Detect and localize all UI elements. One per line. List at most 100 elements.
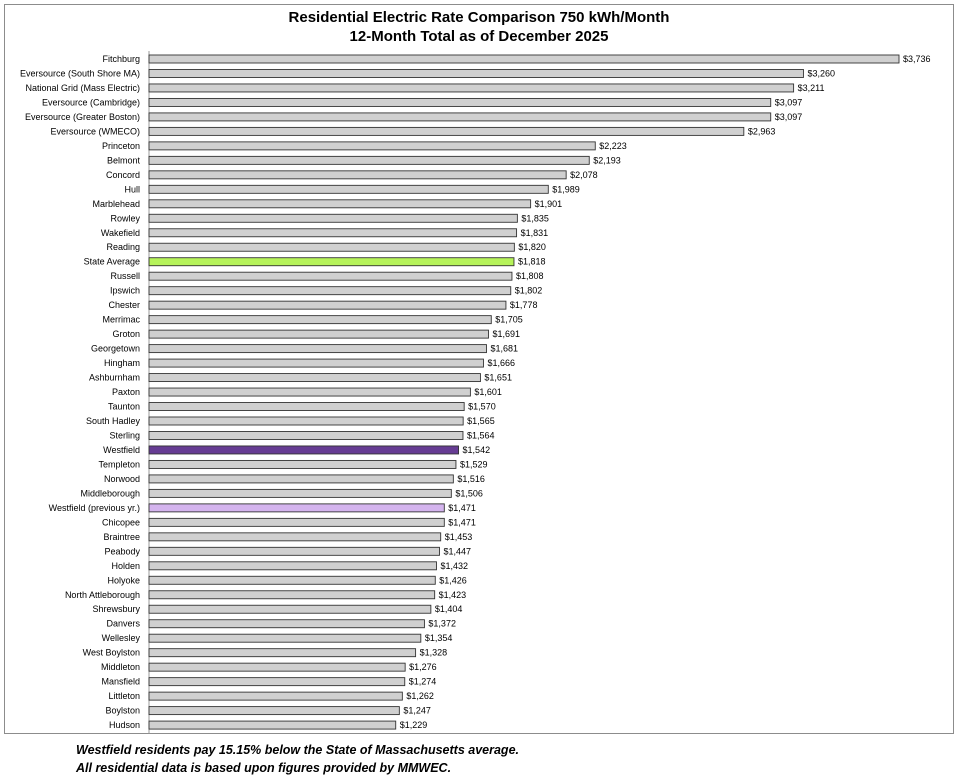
bar (148, 503, 445, 513)
bar (148, 691, 403, 701)
bar (148, 257, 515, 267)
category-label: Princeton (102, 141, 140, 151)
bar (148, 387, 471, 397)
category-label: Russell (110, 271, 140, 281)
value-label: $1,328 (420, 648, 448, 658)
bar (148, 54, 900, 64)
bar (148, 242, 515, 252)
bar (148, 474, 454, 484)
category-label: Chester (108, 300, 140, 310)
value-label: $1,274 (409, 677, 437, 687)
value-label: $1,564 (467, 430, 495, 440)
value-label: $3,097 (775, 97, 803, 107)
bar (148, 315, 492, 325)
bar (148, 373, 481, 383)
value-label: $1,426 (439, 575, 467, 585)
bar (148, 677, 406, 687)
category-label: Hull (124, 184, 140, 194)
category-label: Chicopee (102, 517, 140, 527)
category-label: Littleton (108, 691, 140, 701)
value-label: $1,453 (445, 532, 473, 542)
value-label: $1,901 (535, 199, 563, 209)
bar (148, 706, 400, 716)
bar (148, 575, 436, 585)
bar (148, 271, 513, 281)
bar (148, 416, 464, 426)
value-label: $1,276 (409, 662, 437, 672)
bar (148, 83, 795, 93)
bar (148, 488, 452, 498)
bar (148, 344, 487, 354)
category-label: South Hadley (86, 416, 141, 426)
bar (148, 141, 596, 151)
value-label: $1,691 (492, 329, 520, 339)
category-label: Braintree (103, 532, 140, 542)
value-label: $3,097 (775, 112, 803, 122)
value-label: $2,963 (748, 126, 776, 136)
category-label: Eversource (Greater Boston) (25, 112, 140, 122)
bar (148, 431, 464, 440)
category-label: Paxton (112, 387, 140, 397)
value-label: $1,471 (448, 503, 476, 513)
bar (148, 402, 465, 411)
value-label: $1,601 (474, 387, 502, 397)
bar (148, 300, 507, 310)
bar (148, 199, 532, 209)
category-label: Ashburnham (89, 373, 140, 383)
category-label: Norwood (104, 474, 140, 484)
footnote-comparison: Westfield residents pay 15.15% below the… (76, 743, 519, 757)
category-label: Hudson (109, 720, 140, 730)
bar (148, 170, 567, 180)
category-label: Wellesley (102, 633, 141, 643)
category-label: Groton (112, 329, 140, 339)
bar (148, 155, 590, 165)
category-label: Mansfield (101, 677, 140, 687)
category-label: Merrimac (103, 315, 141, 325)
bar (148, 228, 518, 238)
category-label: Eversource (South Shore MA) (20, 68, 140, 78)
bar (148, 459, 457, 469)
value-label: $1,447 (443, 546, 471, 556)
value-label: $1,565 (467, 416, 495, 426)
category-label: Middleton (101, 662, 140, 672)
bar (148, 184, 549, 194)
value-label: $1,506 (455, 488, 483, 498)
bar (148, 445, 460, 455)
value-label: $1,835 (521, 213, 549, 223)
bar (148, 329, 489, 339)
bar (148, 619, 425, 629)
value-label: $2,223 (599, 141, 627, 151)
category-label: Templeton (98, 459, 140, 469)
category-label: Danvers (106, 619, 140, 629)
category-label: Westfield (previous yr.) (49, 503, 140, 513)
category-label: Shrewsbury (92, 604, 140, 614)
category-label: Belmont (107, 155, 141, 165)
value-label: $1,831 (521, 228, 549, 238)
value-label: $1,404 (435, 604, 463, 614)
chart-subtitle: 12-Month Total as of December 2025 (349, 28, 609, 45)
value-label: $1,570 (468, 402, 496, 412)
footnote-source: All residential data is based upon figur… (76, 761, 452, 775)
value-label: $1,516 (457, 474, 485, 484)
category-label: Ipswich (110, 286, 140, 296)
bar (148, 590, 436, 600)
category-label: Peabody (104, 546, 140, 556)
category-label: North Attleborough (65, 590, 140, 600)
value-label: $2,193 (593, 155, 621, 165)
value-label: $3,736 (903, 54, 931, 64)
category-label: Holden (111, 561, 140, 571)
bar (148, 546, 440, 556)
value-label: $1,471 (448, 517, 476, 527)
value-label: $1,778 (510, 300, 538, 310)
value-label: $1,229 (400, 720, 428, 730)
bar (148, 517, 445, 527)
value-label: $3,211 (798, 83, 825, 93)
chart-title: Residential Electric Rate Comparison 750… (288, 9, 670, 26)
bar (148, 561, 437, 571)
category-label: Rowley (110, 213, 140, 223)
bar (148, 633, 422, 643)
value-label: $1,681 (490, 344, 518, 354)
bar (148, 358, 484, 368)
value-label: $1,651 (484, 373, 512, 383)
